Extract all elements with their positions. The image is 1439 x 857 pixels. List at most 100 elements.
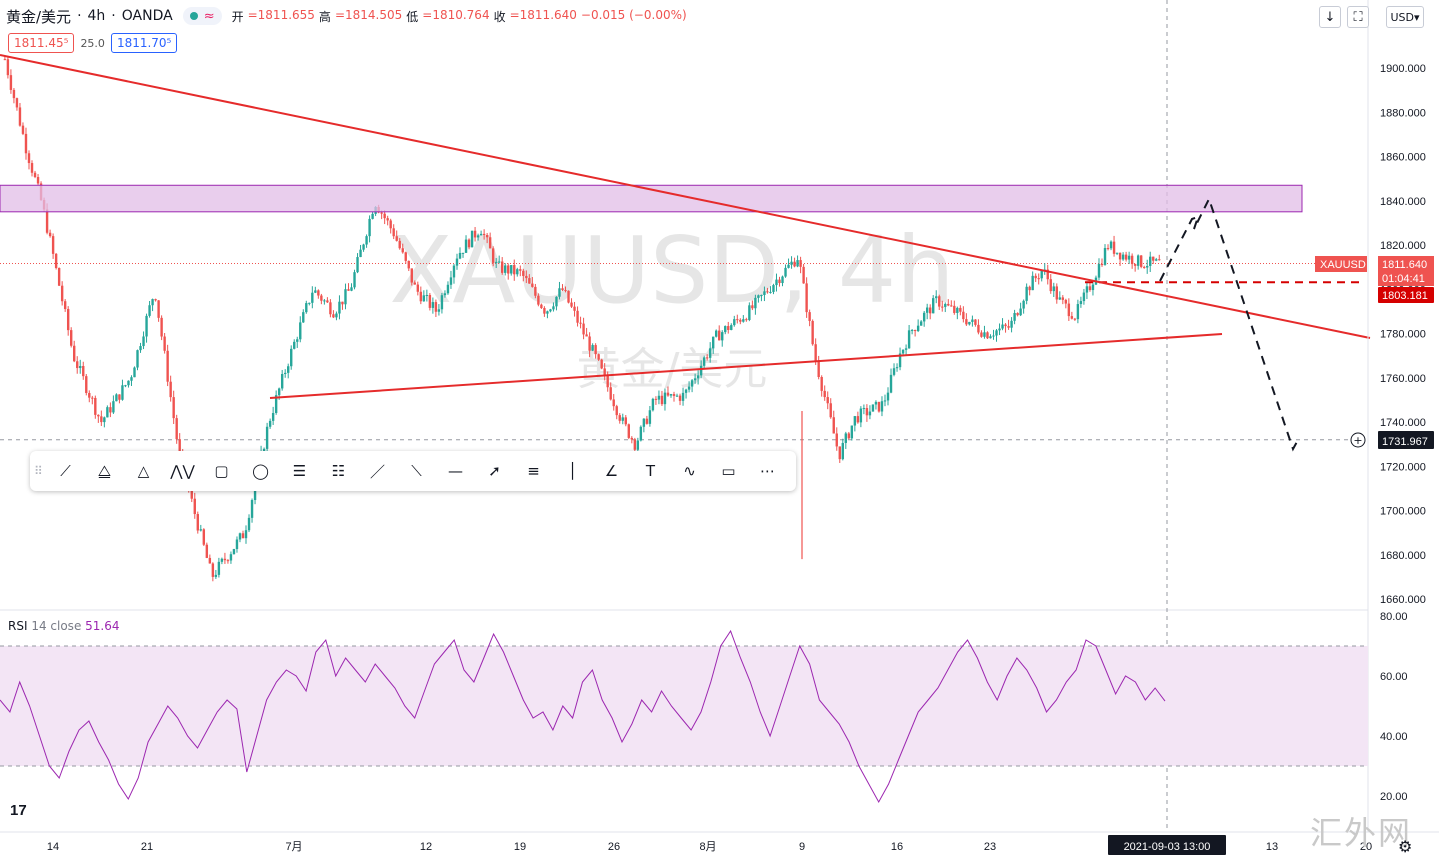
horizontal-line-icon[interactable]: —	[448, 462, 463, 480]
gear-icon[interactable]: ⚙	[1398, 837, 1413, 856]
candle-body	[133, 367, 136, 378]
trend-line-icon[interactable]: ⟋	[60, 462, 71, 480]
candle-body	[1061, 297, 1065, 300]
fib-retracement-icon[interactable]: ☰	[292, 462, 307, 480]
rsi-line	[0, 629, 1166, 804]
callout-icon[interactable]: ▭	[721, 462, 736, 480]
candle-body	[211, 563, 215, 577]
drag-handle-icon[interactable]: ⠿	[34, 464, 43, 478]
text-icon[interactable]: T	[645, 462, 656, 480]
candle-body	[6, 59, 10, 76]
currency-dropdown[interactable]: USD ▾	[1386, 6, 1424, 28]
candle-body	[347, 289, 350, 291]
vertical-line-icon[interactable]: │	[567, 462, 578, 480]
candle-body	[494, 261, 498, 263]
candle-body	[727, 326, 730, 330]
price-tick-label: 1880.000	[1380, 107, 1426, 119]
candle-body	[73, 345, 76, 362]
time-axis[interactable]: 14 21 7月 12 19 26 8月 9 16 23 13 20 2021-09-03 13:00	[0, 831, 1439, 855]
download-icon[interactable]: ↓	[1319, 6, 1341, 28]
candle-body	[1133, 264, 1137, 266]
candle-body	[748, 305, 751, 320]
candle-body	[1028, 286, 1031, 291]
candle-body	[922, 312, 926, 322]
buy-button[interactable]: 1811.70⁵	[110, 33, 178, 53]
extended-line-icon[interactable]: ⟍	[411, 462, 422, 480]
price-axis[interactable]: 1900.000 1880.000 1860.000 1840.000 1820.000…	[1315, 0, 1434, 832]
interval-label[interactable]: 4h	[87, 8, 106, 24]
candle-body	[600, 359, 603, 369]
rsi-legend: RSI 14 close 51.64	[8, 619, 120, 633]
candle-body	[965, 319, 968, 325]
candle-body	[871, 404, 875, 412]
candle-body	[88, 392, 91, 398]
candle-body	[24, 133, 28, 154]
candle-body	[669, 394, 673, 396]
candle-body	[12, 89, 16, 99]
market-status-pill[interactable]: ≈	[182, 7, 222, 25]
candle-body	[814, 344, 817, 361]
candle-body	[479, 233, 483, 236]
candle-body	[431, 302, 435, 308]
candle-body	[235, 539, 239, 550]
candle-body	[901, 349, 905, 354]
candle-body	[715, 330, 718, 337]
candle-body	[1109, 241, 1113, 249]
candle-body	[546, 311, 549, 314]
candle-body	[1103, 248, 1107, 265]
price-tick-label: 1720.000	[1380, 461, 1426, 473]
candle-body	[353, 272, 356, 288]
long-short-icon[interactable]: ⋯	[760, 462, 775, 480]
sell-button[interactable]: 1811.45⁵	[8, 33, 75, 53]
candle-body	[217, 561, 221, 575]
pattern-icon[interactable]: ⋀⋁	[170, 462, 195, 480]
candle-body	[244, 530, 248, 539]
time-tick-label: 9	[799, 841, 805, 853]
time-tick-label: 26	[608, 841, 620, 853]
elliott-wave-icon[interactable]: ∿	[683, 462, 696, 480]
tradingview-logo[interactable]: 17	[10, 802, 27, 819]
candle-body	[950, 305, 953, 307]
candle-body	[597, 354, 600, 360]
symbol-name[interactable]: 黄金/美元	[6, 7, 72, 26]
rsi-tick-label: 20.00	[1380, 791, 1408, 803]
candle-body	[1155, 259, 1158, 261]
candle-body	[51, 236, 55, 254]
candle-body	[66, 309, 70, 331]
triangle-icon[interactable]: △	[137, 462, 150, 480]
candle-body	[654, 398, 658, 400]
candle-body	[389, 220, 392, 229]
user-drawings[interactable]	[0, 54, 1371, 452]
candle-body	[166, 350, 169, 382]
channel-icon[interactable]: ⧋	[97, 462, 112, 480]
fullscreen-icon[interactable]: ⛶	[1347, 6, 1369, 28]
fib-fan-icon[interactable]: ☷	[331, 462, 346, 480]
parallel-lines-icon[interactable]: ≡	[527, 462, 540, 480]
candle-body	[386, 218, 389, 221]
candle-body	[142, 336, 145, 347]
ray-icon[interactable]: ／	[369, 462, 385, 481]
candle-body	[57, 268, 61, 286]
candle-body	[3, 59, 7, 61]
ellipse-icon[interactable]: ◯	[252, 462, 269, 480]
candle-body	[1001, 324, 1004, 329]
candle-body	[651, 398, 655, 411]
candle-body	[925, 307, 929, 313]
candle-body	[1064, 299, 1068, 304]
rectangle-icon[interactable]: ▢	[214, 462, 229, 480]
arrow-icon[interactable]: ➚	[488, 462, 501, 480]
candle-body	[693, 378, 697, 381]
candle-body	[1007, 326, 1010, 328]
site-watermark: 汇外网	[1310, 814, 1413, 852]
candle-body	[280, 374, 284, 389]
candle-body	[974, 319, 977, 325]
candle-body	[410, 268, 413, 283]
angle-icon[interactable]: ∠	[604, 462, 619, 480]
candle-body	[359, 249, 362, 258]
candle-body	[398, 240, 401, 249]
candle-body	[1079, 301, 1083, 305]
candle-body	[1046, 269, 1049, 280]
candle-body	[889, 374, 893, 393]
candle-body	[380, 212, 383, 214]
